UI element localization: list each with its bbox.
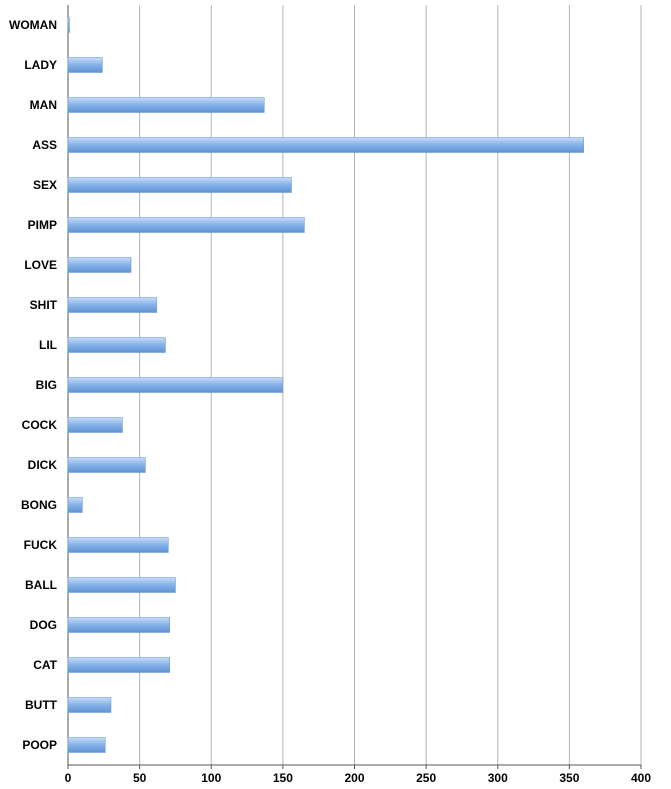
category-label: ASS [32,138,57,152]
bar-poop [67,737,106,753]
category-label: PIMP [28,218,57,232]
bar-lady [67,57,103,73]
bar-butt [67,697,112,713]
bar-love [67,257,132,273]
bar-ball [67,577,176,593]
x-tick-label: 200 [344,771,364,785]
category-label: SEX [33,178,57,192]
category-label: CAT [33,658,57,672]
x-tick-label: 150 [273,771,293,785]
bar-dick [67,457,146,473]
bar-shit [67,297,158,313]
bar-bong [67,497,83,513]
category-label: POOP [22,738,57,752]
x-tick-label: 0 [65,771,72,785]
bar-man [67,97,265,113]
bar-cock [67,417,123,433]
category-label: LIL [39,338,57,352]
x-tick-label: 400 [631,771,651,785]
category-label: MAN [30,98,57,112]
tick-labels: 0 50 100 150 200 250 300 350 400 [65,771,652,785]
category-label: WOMAN [9,18,57,32]
category-label: COCK [22,418,58,432]
category-label: FUCK [24,538,58,552]
bar-pimp [67,217,305,233]
bar-cat [67,657,171,673]
bar-fuck [67,537,169,553]
bar-dog [67,617,171,633]
category-label: BONG [21,498,57,512]
x-tick-label: 300 [488,771,508,785]
category-labels: WOMAN LADY MAN ASS SEX PIMP LOVE SHIT LIL BIG COCK… [9,18,58,752]
category-label: LADY [24,58,57,72]
x-tick-label: 250 [416,771,436,785]
x-tick-label: 100 [201,771,221,785]
category-label: DOG [30,618,57,632]
bar-woman [67,17,70,33]
bar-lil [67,337,166,353]
category-label: BUTT [25,698,58,712]
x-tick-label: 350 [559,771,579,785]
x-tick-label: 50 [133,771,147,785]
category-label: SHIT [30,298,58,312]
category-label: BIG [36,378,57,392]
category-label: BALL [25,578,57,592]
bar-big [67,377,284,393]
bar-ass [67,137,585,153]
bar-sex [67,177,292,193]
category-label: DICK [28,458,58,472]
category-label: LOVE [24,258,57,272]
bars [67,17,585,753]
